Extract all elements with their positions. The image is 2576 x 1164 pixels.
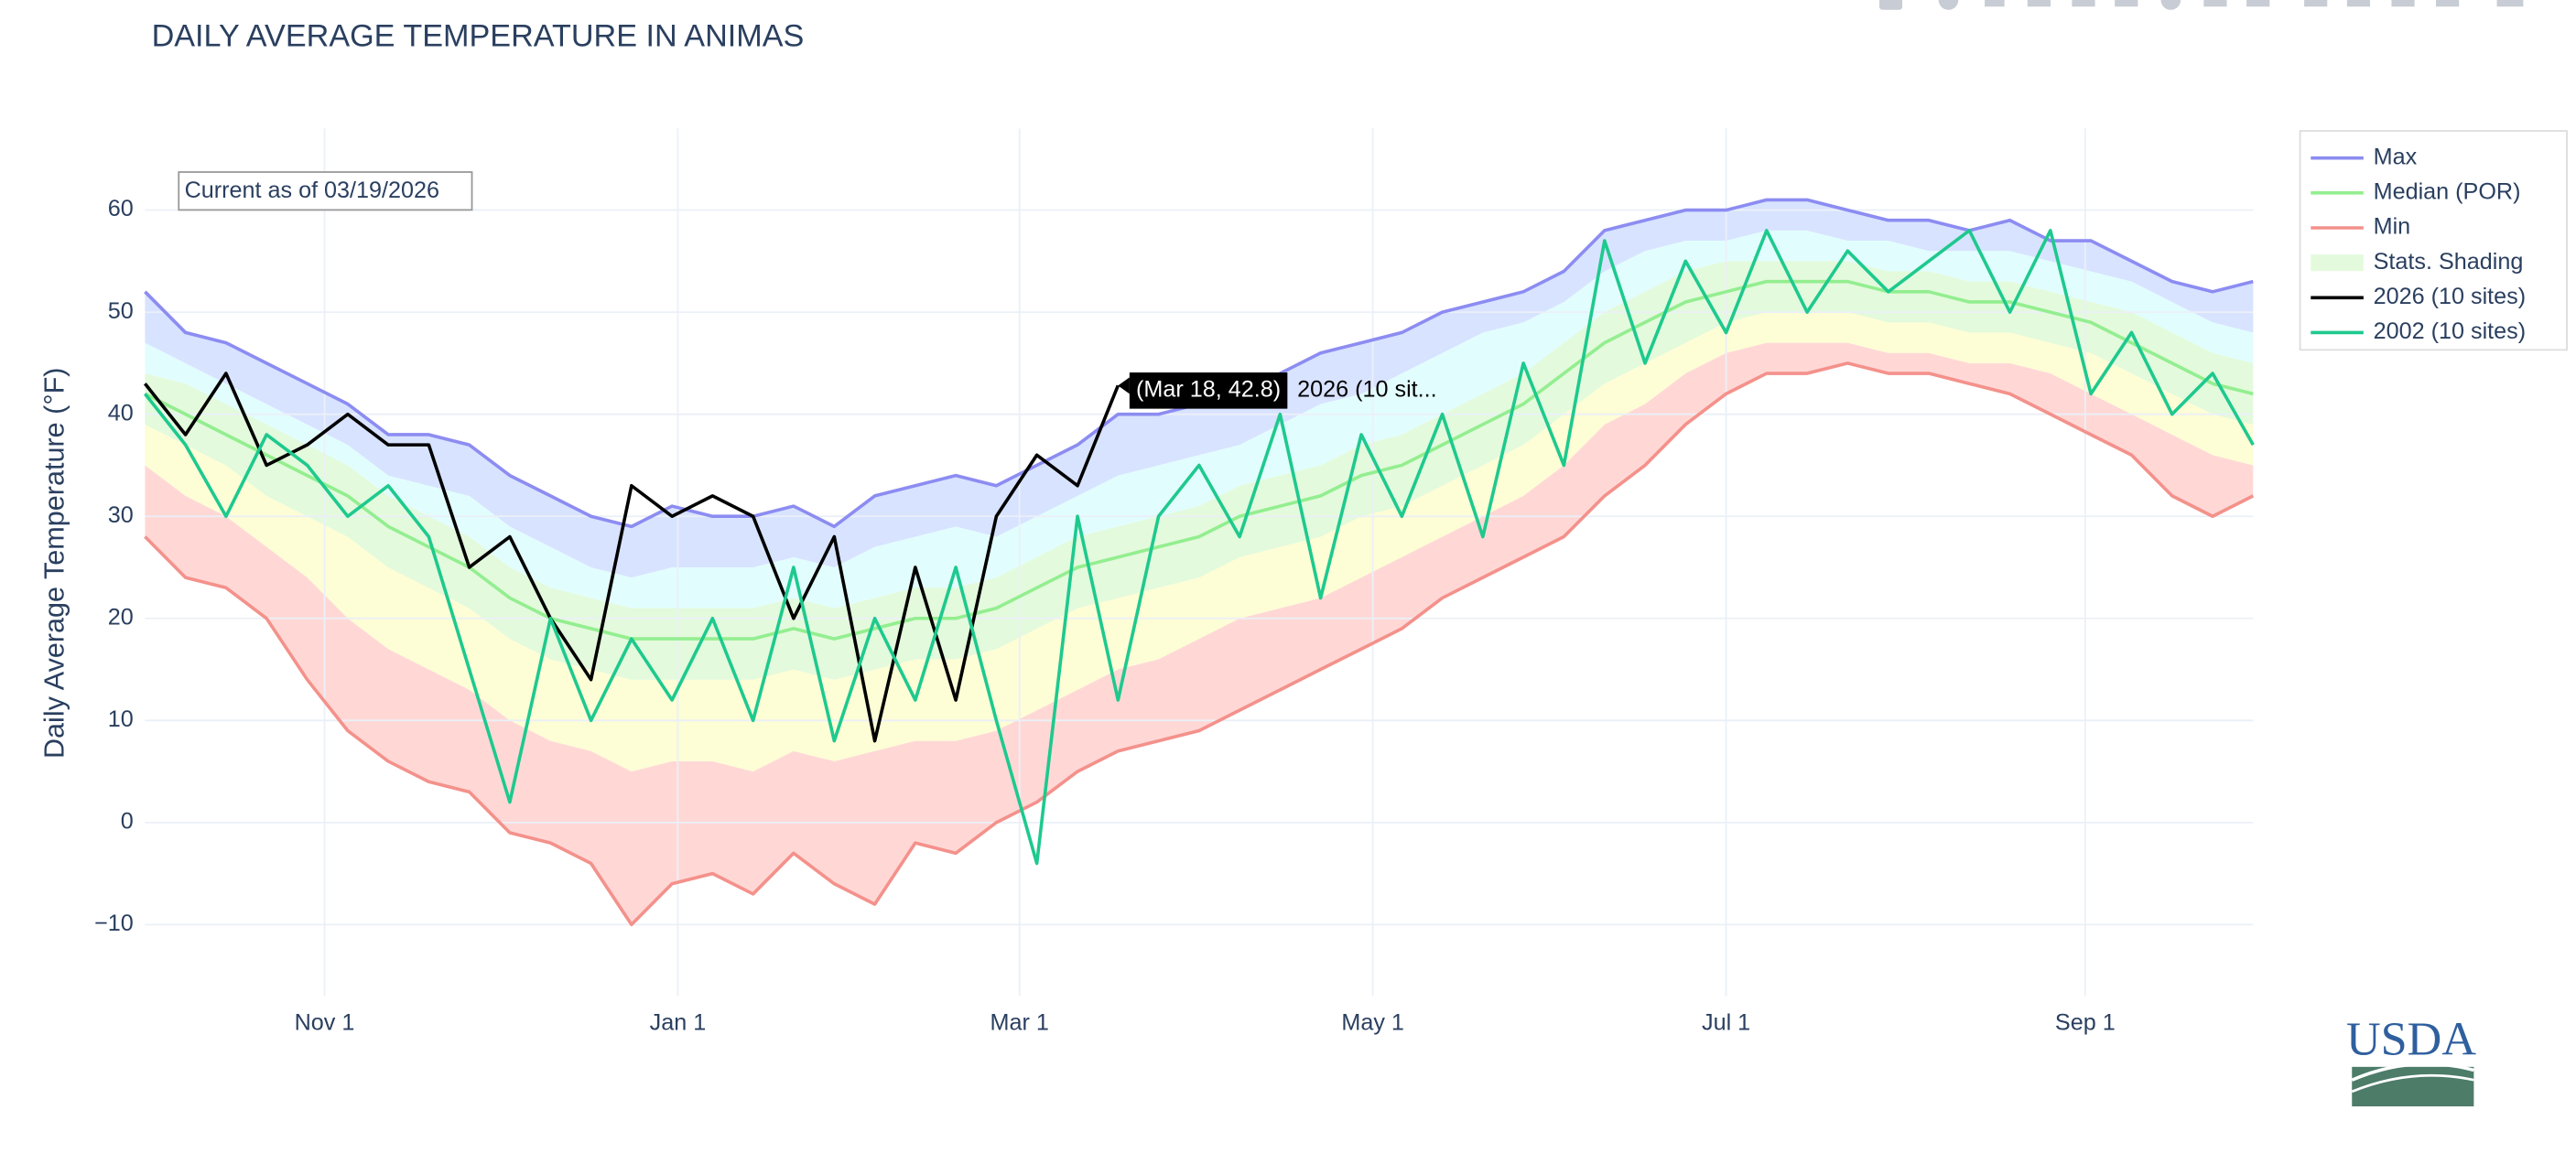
- legend-label: Median (POR): [2374, 179, 2521, 205]
- x-tick-label: Jul 1: [1702, 1010, 1750, 1036]
- toolbar: [1878, 0, 2524, 10]
- toolbar-icon[interactable]: [2391, 0, 2415, 7]
- legend-label: Min: [2374, 214, 2411, 240]
- legend-label: 2002 (10 sites): [2374, 318, 2527, 344]
- logo-text: USDA: [2346, 1014, 2476, 1066]
- hover-pointer: [1118, 377, 1130, 394]
- x-tick-label: Sep 1: [2055, 1010, 2116, 1036]
- toolbar-icon[interactable]: [2496, 0, 2524, 7]
- toolbar-icon[interactable]: [2160, 0, 2181, 10]
- toolbar-icon[interactable]: [1985, 0, 2005, 7]
- y-tick-label: 40: [108, 400, 134, 426]
- toolbar-icon[interactable]: [2246, 0, 2270, 7]
- logo-curve: [2351, 1073, 2474, 1094]
- legend: Max Median (POR) Min Stats. Shading 2026 (10…: [2311, 144, 2526, 344]
- legend-label: 2026 (10 sites): [2374, 284, 2527, 309]
- y-tick-label: 50: [108, 298, 134, 324]
- series-line: [144, 279, 2254, 641]
- hover-box: [1129, 372, 1288, 409]
- toolbar-icon[interactable]: [2203, 0, 2227, 7]
- chart-title: DAILY AVERAGE TEMPERATURE IN ANIMAS: [152, 18, 805, 53]
- toolbar-icon[interactable]: [2346, 0, 2371, 7]
- x-tick-label: Mar 1: [990, 1010, 1049, 1036]
- usda-logo: USDA: [2346, 1014, 2476, 1107]
- y-tick-label: 60: [108, 196, 134, 221]
- grid-layer: [145, 128, 2254, 997]
- toolbar-icon[interactable]: [2072, 0, 2095, 7]
- hover-label: (Mar 18, 42.8): [1136, 376, 1281, 402]
- series-line: [143, 372, 1120, 743]
- y-tick-label: 0: [121, 809, 134, 835]
- annotation-box: [178, 171, 473, 211]
- y-tick-label: 10: [108, 706, 134, 732]
- shading-band: [145, 261, 2254, 680]
- legend-swatch: [2311, 254, 2364, 272]
- hover-name: 2026 (10 sit...: [1297, 376, 1437, 402]
- shading-band: [145, 312, 2254, 772]
- x-tick-label: May 1: [1341, 1010, 1404, 1036]
- y-tick-label: −10: [94, 911, 134, 936]
- shading-band: [145, 230, 2254, 609]
- toolbar-icon[interactable]: [1878, 0, 1903, 10]
- y-tick-label: 30: [108, 502, 134, 528]
- legend-label: Max: [2374, 144, 2418, 169]
- y-tick-label: 20: [108, 604, 134, 630]
- legend-label: Stats. Shading: [2374, 249, 2524, 275]
- y-axis-label: Daily Average Temperature (°F): [38, 368, 70, 759]
- toolbar-icon[interactable]: [1938, 0, 1959, 10]
- toolbar-icon[interactable]: [2304, 0, 2328, 7]
- legend-box: [2299, 130, 2568, 351]
- x-tick-label: Jan 1: [650, 1010, 707, 1036]
- shading-band: [145, 342, 2254, 925]
- hover-layer: (Mar 18, 42.8) 2026 (10 sit...: [1118, 372, 1437, 409]
- annotation: Current as of 03/19/2026: [185, 178, 439, 203]
- x-tick-label: Nov 1: [295, 1010, 355, 1036]
- toolbar-icon[interactable]: [2027, 0, 2051, 7]
- toolbar-icon[interactable]: [2115, 0, 2138, 7]
- lines-layer: [143, 198, 2255, 927]
- series-line: [144, 361, 2255, 927]
- toolbar-icon[interactable]: [2436, 0, 2460, 7]
- logo-curve: [2351, 1062, 2474, 1082]
- series-line: [143, 229, 2255, 866]
